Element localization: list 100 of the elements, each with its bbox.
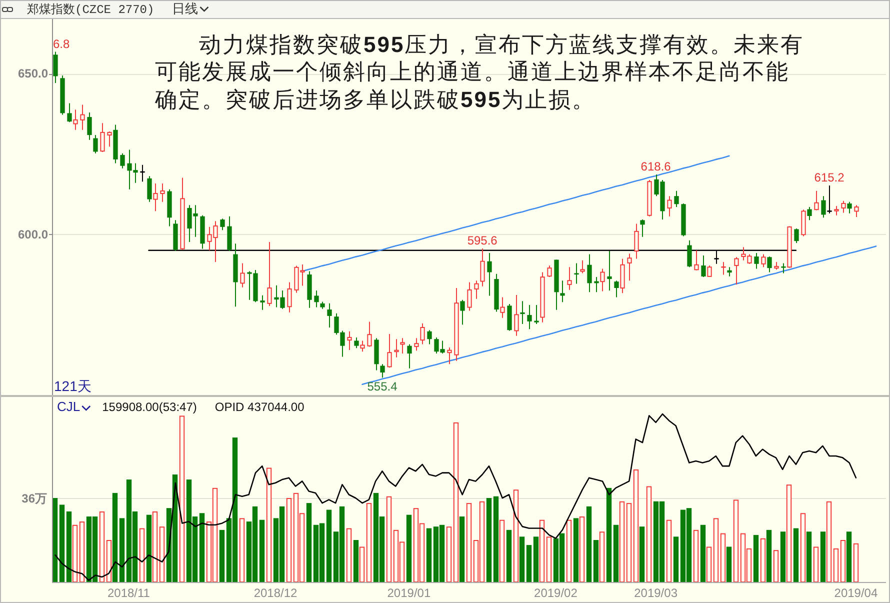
candlestick <box>547 264 552 278</box>
candlestick <box>467 282 472 312</box>
candlestick <box>814 190 819 211</box>
candlestick <box>314 290 319 308</box>
candlestick <box>87 112 92 140</box>
candlestick <box>841 200 846 214</box>
candlestick <box>147 176 152 202</box>
candlestick <box>414 338 419 352</box>
bar <box>179 416 185 582</box>
candlestick <box>327 302 332 328</box>
x-tick-label: 2018/12 <box>254 586 298 600</box>
bar <box>459 516 465 582</box>
bar <box>533 536 539 582</box>
candlestick <box>480 248 485 287</box>
candlestick <box>67 102 72 123</box>
bar <box>139 528 145 582</box>
bar <box>239 518 245 582</box>
y-tick-label: 650.0 <box>18 66 48 81</box>
bar <box>766 530 772 582</box>
bar <box>453 422 459 582</box>
candlestick <box>100 122 105 153</box>
candlestick <box>727 266 732 277</box>
bar <box>79 522 85 582</box>
candlestick <box>380 364 385 378</box>
candlestick <box>360 340 365 352</box>
annotation: 动力煤指数突破595压力，宣布下方蓝线支撑有效。未来有可能发展成一个倾斜向上的通道。通道上边界样本不足尚不能确定。突破后进场多单以跌破595为止损。 <box>155 31 806 114</box>
candlestick <box>627 253 632 282</box>
bar <box>666 520 672 582</box>
candlestick <box>701 255 706 278</box>
candlestick <box>153 183 158 212</box>
candlestick <box>160 183 165 202</box>
annotation: 159908.00(53:47) <box>102 400 197 414</box>
candlestick <box>600 268 605 292</box>
bar <box>112 492 118 582</box>
bar <box>486 498 492 582</box>
bar <box>406 514 412 582</box>
candlestick <box>474 280 479 300</box>
candlestick <box>267 242 272 306</box>
bar <box>446 526 452 582</box>
bar <box>366 503 372 582</box>
candlestick <box>387 333 392 368</box>
bar <box>806 532 812 582</box>
candlestick <box>394 338 399 358</box>
bar <box>713 518 719 582</box>
candlestick <box>620 258 625 294</box>
chart-subtitle: 日线 <box>172 1 198 16</box>
x-tick-label: 2018/11 <box>107 586 150 600</box>
bar <box>846 532 852 582</box>
bar <box>66 511 72 582</box>
bar <box>633 469 639 582</box>
candlestick <box>354 336 359 349</box>
candlestick <box>400 338 405 354</box>
bar <box>760 538 766 582</box>
bar <box>599 532 605 582</box>
bar <box>493 496 499 582</box>
bar <box>346 528 352 582</box>
annotation: 615.2 <box>814 170 845 184</box>
bar <box>106 540 112 582</box>
candlestick <box>687 240 692 268</box>
candlestick <box>447 346 452 365</box>
candlestick <box>500 296 505 318</box>
bar <box>506 530 512 582</box>
candlestick <box>667 196 672 217</box>
candlestick <box>427 330 432 345</box>
bar <box>780 532 786 582</box>
bar <box>359 546 365 582</box>
bar <box>673 536 679 582</box>
candlestick <box>821 196 826 218</box>
candlestick <box>260 294 265 310</box>
candlestick <box>767 256 772 273</box>
bar <box>593 540 599 582</box>
candlestick <box>674 190 679 208</box>
bar <box>840 540 846 582</box>
bar <box>706 546 712 582</box>
candlestick <box>801 209 806 237</box>
candlestick <box>580 260 585 274</box>
candlestick <box>734 256 739 285</box>
candlestick <box>761 254 766 268</box>
bar <box>786 484 792 582</box>
bar <box>353 540 359 582</box>
bar <box>286 498 292 582</box>
candlestick <box>854 204 859 218</box>
bar <box>646 486 652 582</box>
x-tick-label: 2019/02 <box>534 586 578 600</box>
bar <box>259 520 265 582</box>
candlestick <box>640 219 645 238</box>
bar <box>773 550 779 582</box>
candlestick <box>567 266 572 290</box>
bar <box>853 543 859 582</box>
candlestick <box>587 254 592 293</box>
bar <box>753 534 759 582</box>
candlestick <box>826 184 832 214</box>
bar <box>146 514 152 582</box>
bar <box>426 528 432 582</box>
bar <box>613 524 619 582</box>
candlestick <box>794 228 799 244</box>
bar <box>466 503 472 582</box>
x-tick-label: 2019/01 <box>387 586 431 600</box>
annotation: OPID 437044.00 <box>214 400 305 414</box>
candlestick <box>53 51 58 84</box>
